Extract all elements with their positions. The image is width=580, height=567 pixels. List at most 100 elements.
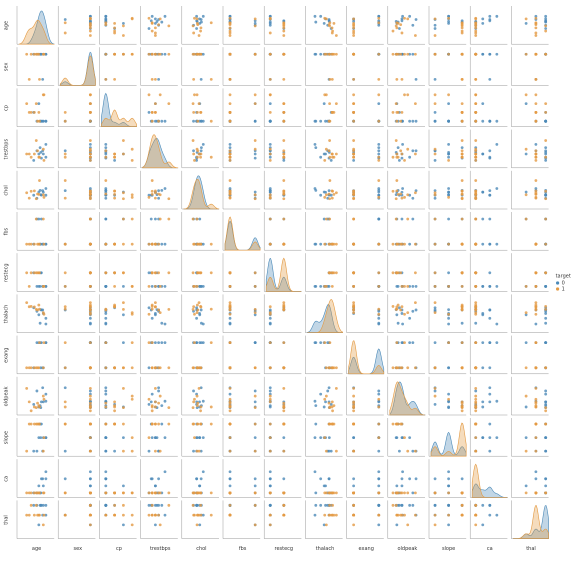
scatter-point — [433, 311, 437, 315]
scatter-point — [44, 392, 48, 396]
scatter-point — [544, 307, 548, 311]
scatter-point — [495, 52, 499, 56]
scatter-point — [37, 313, 41, 317]
scatter-point — [352, 52, 356, 56]
scatter-point — [481, 217, 485, 221]
scatter-point — [199, 405, 203, 409]
scatter-point — [319, 436, 323, 439]
scatter-point — [394, 307, 398, 311]
scatter-point — [42, 397, 46, 401]
scatter-point — [474, 77, 478, 81]
scatter-point — [460, 29, 464, 33]
scatter-point — [433, 196, 437, 200]
scatter-point — [157, 341, 161, 345]
scatter-point — [44, 503, 48, 507]
scatter-point — [200, 321, 203, 325]
scatter-point — [158, 17, 162, 21]
scatter-point — [327, 436, 331, 439]
scatter-point — [88, 392, 92, 396]
scatter-point — [200, 119, 203, 123]
scatter-point — [282, 139, 286, 142]
scatter-point — [282, 305, 286, 309]
scatter-point — [199, 386, 203, 390]
scatter-point — [447, 151, 450, 154]
scatter-point — [201, 470, 205, 474]
scatter-point — [199, 305, 203, 309]
scatter-point — [88, 271, 92, 275]
scatter-point — [433, 341, 437, 345]
scatter-point — [197, 34, 201, 37]
scatter-point — [433, 77, 437, 81]
scatter-point — [268, 341, 272, 345]
scatter-point — [88, 366, 92, 370]
scatter-point — [322, 217, 326, 221]
scatter-point — [27, 422, 31, 426]
scatter-point — [396, 192, 400, 196]
scatter-point — [488, 189, 492, 193]
scatter-point — [544, 189, 548, 193]
scatter-point — [27, 152, 31, 156]
scatter-point — [377, 389, 381, 393]
scatter-point — [330, 77, 334, 81]
x-axis-label: chol — [196, 546, 206, 552]
scatter-point — [228, 52, 232, 56]
y-axis-label: exang — [4, 348, 10, 363]
scatter-point — [32, 159, 36, 162]
scatter-point — [104, 77, 108, 81]
scatter-point — [352, 155, 356, 159]
scatter-point — [488, 316, 492, 320]
scatter-point — [88, 422, 92, 426]
scatter-point — [495, 119, 499, 123]
scatter-point — [460, 52, 464, 56]
scatter-point — [44, 52, 48, 56]
scatter-point — [150, 21, 154, 25]
scatter-point — [122, 217, 125, 221]
scatter-point — [36, 422, 39, 426]
scatter-point — [25, 366, 29, 370]
scatter-point — [544, 52, 548, 56]
scatter-point — [474, 159, 478, 162]
scatter-point — [524, 284, 528, 288]
scatter-point — [399, 271, 403, 275]
scatter-point — [150, 392, 154, 396]
scatter-point — [406, 491, 410, 495]
scatter-point — [228, 21, 232, 25]
scatter-point — [534, 477, 538, 481]
scatter-point — [154, 102, 157, 105]
scatter-point — [42, 284, 46, 288]
legend-title: target — [556, 274, 571, 280]
scatter-point — [282, 401, 286, 405]
scatter-point — [88, 26, 92, 30]
scatter-point — [282, 179, 286, 182]
scatter-point — [150, 305, 154, 308]
scatter-point — [328, 197, 332, 201]
scatter-point — [403, 195, 406, 199]
scatter-point — [228, 341, 232, 345]
scatter-point — [377, 21, 381, 25]
scatter-point — [209, 341, 213, 345]
scatter-point — [201, 436, 205, 439]
scatter-point — [408, 341, 412, 345]
scatter-point — [411, 149, 415, 153]
scatter-point — [42, 341, 46, 345]
scatter-point — [460, 217, 464, 221]
scatter-point — [282, 21, 286, 25]
scatter-point — [42, 242, 46, 246]
scatter-point — [253, 503, 257, 507]
scatter-point — [130, 147, 134, 151]
scatter-point — [352, 305, 356, 309]
scatter-point — [253, 366, 257, 370]
scatter-point — [488, 19, 492, 23]
scatter-point — [253, 19, 257, 23]
scatter-point — [414, 102, 417, 105]
scatter-point — [377, 271, 381, 275]
scatter-point — [544, 111, 548, 114]
scatter-point — [447, 242, 450, 246]
scatter-point — [313, 143, 317, 146]
scatter-point — [433, 34, 437, 37]
scatter-point — [36, 308, 39, 312]
scatter-point — [395, 77, 399, 81]
scatter-point — [150, 503, 154, 507]
scatter-point — [167, 217, 171, 221]
scatter-point — [447, 392, 450, 396]
